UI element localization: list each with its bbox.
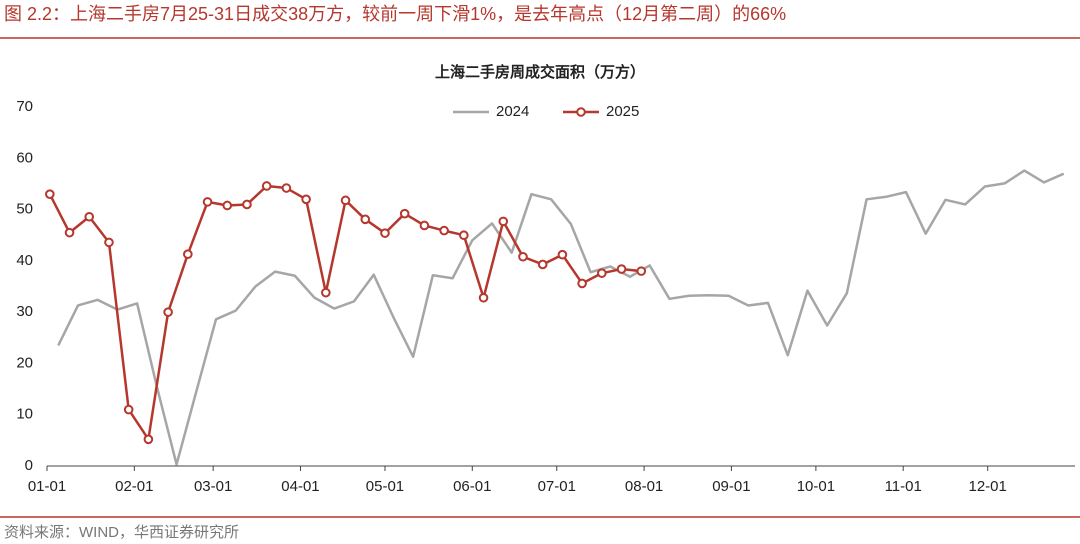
- point-marker: [222, 200, 233, 211]
- point-marker: [498, 216, 509, 227]
- point-marker: [64, 227, 75, 238]
- point-marker: [419, 220, 430, 231]
- legend-label: 2024: [496, 103, 529, 120]
- point-marker: [84, 211, 95, 222]
- point-marker: [143, 434, 154, 445]
- point-marker: [518, 251, 528, 262]
- point-marker: [321, 287, 331, 298]
- chart-title: 上海二手房周成交面积（万方）: [435, 63, 645, 81]
- x-tick-label: 09-01: [712, 478, 750, 495]
- point-marker: [123, 404, 134, 415]
- point-marker: [636, 266, 647, 276]
- x-tick-label: 06-01: [453, 478, 491, 495]
- y-tick-label: 70: [16, 98, 33, 115]
- series-line: [57, 169, 1065, 466]
- point-marker: [104, 237, 114, 248]
- y-tick-label: 50: [16, 201, 33, 218]
- point-marker: [577, 278, 587, 289]
- y-tick-label: 10: [16, 406, 33, 423]
- point-marker: [399, 208, 410, 219]
- point-marker: [478, 292, 489, 303]
- x-tick-label: 05-01: [366, 478, 404, 495]
- point-marker: [183, 249, 193, 259]
- point-marker: [380, 228, 390, 238]
- x-tick-label: 03-01: [194, 478, 232, 495]
- point-marker: [45, 189, 55, 199]
- x-tick-label: 11-01: [885, 478, 922, 495]
- x-tick-label: 08-01: [625, 478, 663, 495]
- point-marker: [242, 199, 252, 210]
- x-tick-label: 12-01: [969, 478, 1007, 495]
- point-marker: [163, 307, 173, 317]
- figure-caption: 图 2.2：上海二手房7月25-31日成交38万方，较前一周下滑1%，是去年高点…: [4, 4, 786, 24]
- point-marker: [537, 259, 548, 270]
- point-marker: [597, 268, 607, 278]
- legend-label: 2025: [606, 103, 639, 120]
- x-tick-label: 07-01: [538, 478, 576, 495]
- y-tick-label: 30: [16, 303, 33, 320]
- y-tick-label: 0: [25, 457, 33, 474]
- x-tick-label: 02-01: [115, 478, 153, 495]
- source-note: 资料来源：WIND，华西证券研究所: [4, 524, 239, 541]
- y-tick-label: 60: [16, 149, 33, 166]
- legend-marker: [576, 107, 586, 117]
- x-tick-label: 10-01: [797, 478, 835, 495]
- point-marker: [301, 194, 311, 205]
- y-tick-label: 20: [16, 354, 33, 371]
- point-marker: [439, 225, 449, 236]
- x-tick-label: 01-01: [28, 478, 66, 495]
- point-marker: [459, 230, 469, 241]
- point-marker: [360, 214, 371, 225]
- y-tick-label: 40: [16, 252, 33, 269]
- point-marker: [340, 195, 351, 206]
- point-marker: [281, 183, 292, 193]
- point-marker: [557, 249, 568, 260]
- point-marker: [202, 197, 213, 207]
- point-marker: [261, 181, 272, 191]
- point-marker: [616, 264, 627, 274]
- x-tick-label: 04-01: [281, 478, 319, 495]
